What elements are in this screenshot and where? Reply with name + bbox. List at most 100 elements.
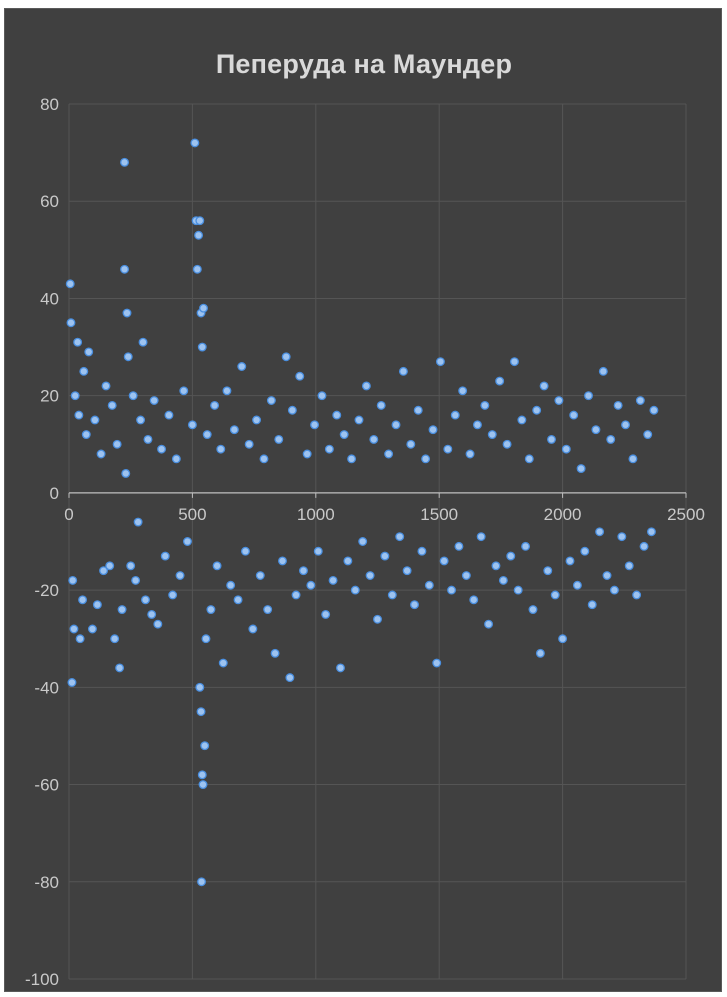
data-point (96, 449, 106, 459)
data-point (110, 634, 120, 644)
data-point (632, 590, 642, 600)
data-point (160, 551, 170, 561)
data-point (624, 561, 634, 571)
data-point (487, 430, 497, 440)
data-point (317, 391, 327, 401)
data-point (606, 434, 616, 444)
data-point (328, 575, 338, 585)
data-point (255, 571, 265, 580)
data-point (613, 400, 623, 410)
x-tick-label: 1500 (420, 505, 458, 524)
data-point (105, 561, 115, 571)
x-tick-label: 1000 (297, 505, 335, 524)
data-point (410, 600, 419, 610)
data-point (343, 556, 353, 566)
data-point (295, 371, 305, 381)
data-point (435, 357, 445, 367)
data-point (565, 556, 575, 566)
data-point (92, 600, 102, 610)
data-point (561, 444, 571, 454)
data-point (128, 391, 138, 401)
data-point (376, 400, 386, 410)
data-point (222, 386, 232, 396)
data-point (506, 551, 516, 561)
data-point (580, 546, 590, 556)
data-point (313, 546, 323, 556)
data-point (197, 770, 207, 780)
data-point (87, 624, 97, 634)
y-tick-label: -60 (34, 776, 59, 795)
data-point (310, 420, 320, 430)
data-point (324, 444, 334, 454)
data-point (480, 400, 490, 410)
data-point (424, 580, 434, 590)
data-point (447, 585, 456, 595)
y-tick-label: -40 (34, 678, 59, 697)
data-point (274, 434, 284, 444)
data-point (67, 678, 77, 687)
x-tick-label: 500 (178, 505, 206, 524)
data-point (237, 362, 247, 371)
data-point (263, 605, 273, 615)
data-point (73, 337, 83, 347)
data-point (572, 580, 582, 590)
data-point (398, 366, 408, 376)
data-point (79, 366, 89, 376)
data-point (306, 580, 316, 590)
data-point (550, 590, 560, 600)
data-point (532, 405, 542, 415)
data-point (120, 264, 129, 274)
data-point (197, 342, 207, 352)
data-point (200, 741, 210, 751)
data-point (291, 590, 301, 600)
data-point (287, 405, 297, 415)
data-point (621, 420, 630, 430)
data-point (587, 600, 597, 610)
data-point (218, 658, 228, 668)
data-point (332, 410, 342, 420)
data-point (513, 585, 523, 595)
data-point (547, 434, 556, 444)
data-point (443, 444, 453, 454)
data-point (143, 434, 153, 444)
data-point (187, 420, 197, 430)
data-point (121, 468, 131, 478)
data-point (354, 415, 364, 425)
data-point (65, 279, 75, 289)
data-point (241, 546, 250, 556)
data-point (179, 386, 189, 396)
data-point (521, 541, 531, 551)
data-point (473, 420, 482, 430)
data-point (199, 303, 208, 313)
data-point (391, 420, 401, 430)
data-point (461, 571, 471, 580)
data-point (646, 527, 656, 537)
data-point (380, 551, 390, 561)
data-point (266, 396, 276, 405)
data-point (168, 590, 178, 600)
data-point (406, 439, 416, 449)
data-point (68, 575, 78, 585)
data-point (120, 157, 129, 167)
x-tick-label: 2500 (667, 505, 705, 524)
data-point (539, 381, 549, 391)
data-point (635, 396, 645, 405)
data-point (384, 449, 394, 459)
data-point (107, 400, 117, 410)
y-tick-label: -20 (34, 581, 59, 600)
data-point (70, 391, 80, 401)
data-point (628, 454, 638, 464)
data-point (450, 410, 460, 420)
data-point (190, 138, 200, 148)
data-point (90, 415, 100, 425)
data-point (458, 386, 468, 396)
data-point (402, 566, 412, 576)
data-point (350, 585, 360, 595)
data-point (543, 566, 553, 576)
y-tick-label: 40 (40, 289, 59, 308)
data-point (502, 439, 512, 449)
data-point (584, 391, 593, 401)
data-point (244, 439, 254, 449)
y-tick-label: 80 (40, 95, 59, 114)
data-point (171, 454, 181, 464)
